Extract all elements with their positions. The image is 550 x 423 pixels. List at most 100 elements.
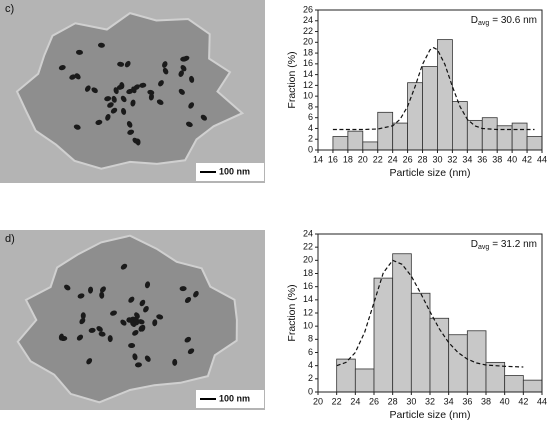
y-tick-label: 18 [303,268,313,278]
nanoparticle [158,80,164,87]
y-tick-label: 22 [303,242,313,252]
y-tick-label: 16 [303,58,313,68]
y-tick-label: 20 [303,255,313,265]
x-tick-label: 18 [343,154,353,164]
nanoparticle [172,358,178,366]
y-tick-label: 26 [303,4,313,14]
bar [362,141,379,151]
bar [354,368,375,393]
x-tick-label: 42 [518,396,528,406]
x-tick-label: 40 [500,396,510,406]
nanoparticle [97,42,105,48]
panel-label: d) [5,233,15,245]
plot-frame [317,9,543,151]
y-tick-label: 2 [308,373,313,383]
y-tick-label: 12 [303,80,313,90]
y-tick-label: 2 [308,134,313,144]
nanoparticle [162,67,169,75]
nanoparticle [99,291,105,299]
fit-curve [332,47,535,131]
bar [332,136,349,151]
y-tick-label: 12 [303,307,313,317]
nanoparticle [116,84,124,90]
x-tick-label: 22 [373,154,383,164]
x-tick-label: 28 [388,396,398,406]
bar [466,119,483,151]
y-tick-label: 8 [308,101,313,111]
y-tick-label: 0 [308,144,313,154]
x-tick-label: 20 [358,154,368,164]
nanoparticle [126,121,133,128]
scale-bar-label: 100 nm [219,166,250,176]
nanoparticle [110,310,117,316]
nanoparticle [156,314,164,320]
y-tick-label: 6 [308,112,313,122]
x-tick-label: 24 [388,154,398,164]
nanoparticle [180,56,188,62]
x-axis-label: Particle size (nm) [389,409,470,421]
x-tick-label: 32 [447,154,457,164]
bar [377,111,394,151]
nanoparticle [86,358,93,365]
nanoparticle [100,286,106,293]
x-tick-label: 30 [406,396,416,406]
nanoparticle [134,312,140,319]
nanoparticle [120,319,127,326]
y-tick-label: 24 [303,15,313,25]
scale-bar-box [196,163,264,181]
annotation-symbol: D [471,239,478,250]
nanoparticle [178,88,185,95]
nanoparticle [105,113,111,121]
x-tick-label: 34 [462,154,472,164]
nanoparticle [193,290,199,298]
nanoparticle [88,327,96,333]
nanoparticle [128,296,135,303]
x-tick-label: 26 [369,396,379,406]
bar [336,358,356,393]
nanoparticle [126,88,134,95]
bar [422,66,438,151]
bar [410,292,431,393]
x-tick-label: 36 [462,396,472,406]
nanoparticle [132,353,138,361]
nanoparticle [189,75,195,83]
bar [466,330,487,393]
y-tick-label: 16 [303,281,313,291]
bar [485,361,506,393]
x-tick-label: 44 [537,396,547,406]
nanoparticle [156,99,164,105]
y-tick-label: 10 [303,321,313,331]
bar [392,122,408,151]
annotation: Davg = 30.6 nm [471,15,537,27]
fit-curve [336,259,524,368]
nanoparticle [139,82,147,88]
bar [522,379,543,393]
nanoparticle [95,119,103,125]
x-tick-label: 42 [522,154,532,164]
y-axis-label: Fraction (%) [286,284,298,341]
nanoparticle [73,124,81,130]
x-tick-label: 36 [477,154,487,164]
nanoparticle [144,281,151,289]
nanoparticle [200,114,207,121]
nanoparticle [69,74,77,80]
nanoparticle [76,334,84,341]
nanoparticle [184,297,192,303]
x-tick-label: 38 [492,154,502,164]
x-tick-label: 22 [332,396,342,406]
x-tick-label: 24 [350,396,360,406]
bar [448,334,468,393]
nanoparticle [184,336,192,343]
y-tick-label: 8 [308,334,313,344]
nanoparticle [162,61,168,68]
x-tick-label: 30 [432,154,442,164]
nanoparticle [133,84,140,91]
annotation-subscript: avg [478,244,489,251]
nanoparticle [124,60,131,68]
y-tick-label: 4 [308,360,313,370]
nanoparticle [80,312,86,320]
y-tick-label: 0 [308,386,313,396]
nanoparticle [98,331,106,337]
nanoparticle [140,324,146,332]
bar [451,101,468,151]
